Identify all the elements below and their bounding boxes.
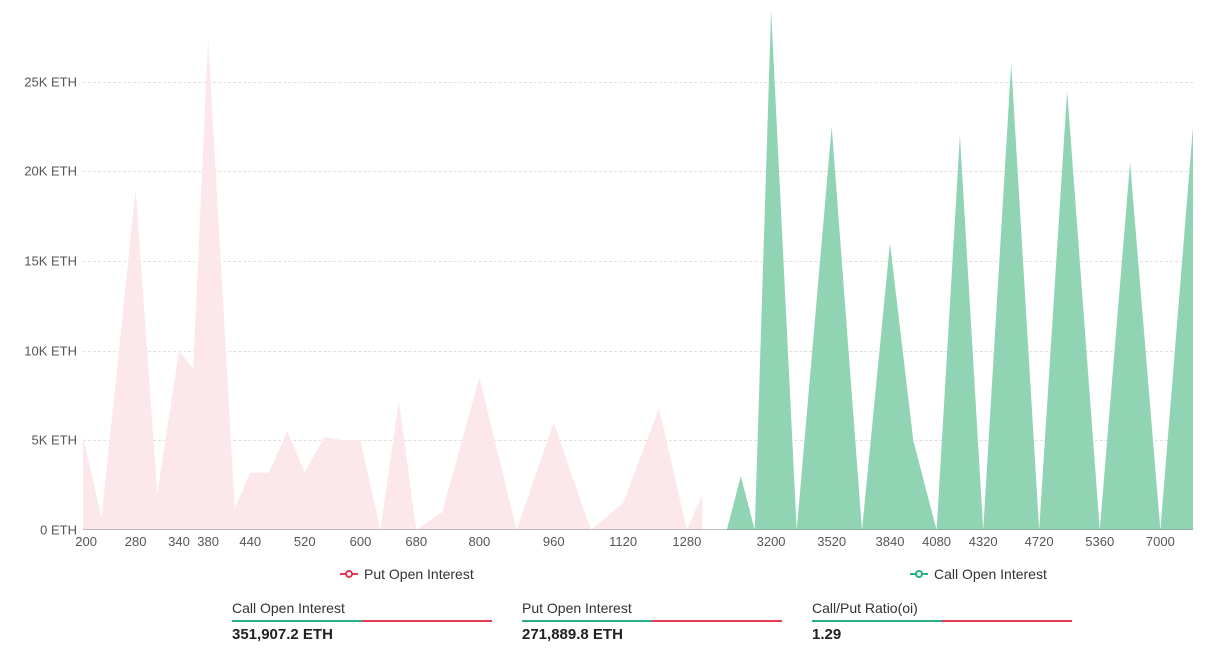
y-tick-label: 5K ETH <box>31 433 77 448</box>
x-tick-label: 340 <box>168 534 190 549</box>
legend-call[interactable]: Call Open Interest <box>910 566 1047 582</box>
stat-put-oi: Put Open Interest 271,889.8 ETH <box>522 600 782 643</box>
stat-call-oi-label: Call Open Interest <box>232 600 492 616</box>
legend-marker-call <box>910 569 928 579</box>
x-tick-label: 380 <box>197 534 219 549</box>
legend-call-label: Call Open Interest <box>934 566 1047 582</box>
x-tick-label: 3200 <box>757 534 786 549</box>
stat-underline <box>522 620 782 622</box>
stats-row: Call Open Interest 351,907.2 ETH Put Ope… <box>0 600 1208 650</box>
legend-put[interactable]: Put Open Interest <box>340 566 474 582</box>
y-tick-label: 0 ETH <box>40 523 77 538</box>
y-axis: 0 ETH5K ETH10K ETH15K ETH20K ETH25K ETH <box>0 10 83 530</box>
x-tick-label: 1280 <box>672 534 701 549</box>
legend-put-label: Put Open Interest <box>364 566 474 582</box>
x-tick-label: 3520 <box>817 534 846 549</box>
x-tick-label: 800 <box>469 534 491 549</box>
plot-area <box>83 10 1193 530</box>
stat-ratio: Call/Put Ratio(oi) 1.29 <box>812 600 1072 643</box>
legend-marker-put <box>340 569 358 579</box>
y-tick-label: 20K ETH <box>24 164 77 179</box>
stat-underline <box>812 620 1072 622</box>
stat-call-oi-value: 351,907.2 ETH <box>232 626 492 643</box>
x-tick-label: 5360 <box>1085 534 1114 549</box>
y-tick-label: 25K ETH <box>24 74 77 89</box>
oi-chart: 0 ETH5K ETH10K ETH15K ETH20K ETH25K ETH … <box>0 0 1208 560</box>
legend-row: Put Open Interest Call Open Interest <box>0 566 1208 590</box>
x-tick-label: 3840 <box>876 534 905 549</box>
x-tick-label: 520 <box>294 534 316 549</box>
stat-ratio-label: Call/Put Ratio(oi) <box>812 600 1072 616</box>
x-tick-label: 440 <box>239 534 261 549</box>
x-tick-label: 600 <box>350 534 372 549</box>
stat-underline <box>232 620 492 622</box>
x-tick-label: 4080 <box>922 534 951 549</box>
x-axis: 2002803403804405206006808009601120128032… <box>83 534 1193 554</box>
x-tick-label: 280 <box>125 534 147 549</box>
x-tick-label: 960 <box>543 534 565 549</box>
x-tick-label: 7000 <box>1146 534 1175 549</box>
stat-call-oi: Call Open Interest 351,907.2 ETH <box>232 600 492 643</box>
x-tick-label: 4720 <box>1025 534 1054 549</box>
x-tick-label: 1120 <box>609 534 637 549</box>
y-tick-label: 15K ETH <box>24 254 77 269</box>
area-svg <box>83 10 1193 530</box>
x-tick-label: 200 <box>75 534 97 549</box>
stat-put-oi-value: 271,889.8 ETH <box>522 626 782 643</box>
stat-put-oi-label: Put Open Interest <box>522 600 782 616</box>
x-tick-label: 680 <box>405 534 427 549</box>
x-tick-label: 4320 <box>969 534 998 549</box>
stat-ratio-value: 1.29 <box>812 626 1072 643</box>
y-tick-label: 10K ETH <box>24 343 77 358</box>
